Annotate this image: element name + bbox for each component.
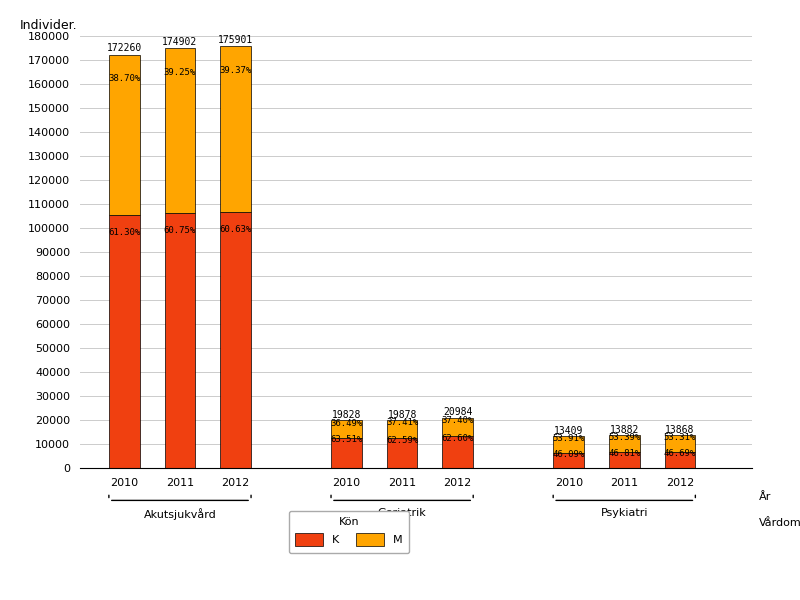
Bar [609, 434, 639, 452]
Text: Psykiatri: Psykiatri [601, 508, 648, 518]
Text: 63.51%: 63.51% [330, 436, 362, 445]
Text: 175901: 175901 [218, 35, 253, 44]
Bar [109, 55, 140, 215]
Text: 36.49%: 36.49% [330, 419, 362, 428]
Text: 62.59%: 62.59% [386, 436, 418, 445]
Text: 39.25%: 39.25% [164, 68, 196, 77]
Text: 37.40%: 37.40% [442, 416, 474, 425]
Bar [442, 418, 473, 436]
Text: 19878: 19878 [387, 410, 417, 420]
Bar [665, 452, 695, 468]
Text: Vårdområde: Vårdområde [758, 518, 800, 527]
Text: 61.30%: 61.30% [108, 228, 141, 237]
Text: 13868: 13868 [665, 425, 694, 434]
Bar [220, 46, 250, 212]
Text: 46.09%: 46.09% [553, 450, 585, 459]
Bar [165, 48, 195, 213]
Bar [554, 436, 584, 453]
Bar [665, 435, 695, 452]
Text: 174902: 174902 [162, 37, 198, 47]
Bar [331, 421, 362, 438]
Text: 53.39%: 53.39% [608, 433, 640, 442]
Text: 53.91%: 53.91% [553, 434, 585, 443]
Text: År: År [758, 492, 771, 502]
Bar [331, 438, 362, 468]
Text: 19828: 19828 [332, 410, 362, 420]
Bar [165, 213, 195, 468]
Text: 172260: 172260 [107, 43, 142, 53]
Text: Individer.: Individer. [19, 19, 77, 32]
Bar [554, 453, 584, 468]
Bar [609, 452, 639, 468]
Text: 46.81%: 46.81% [608, 449, 640, 458]
Text: 62.60%: 62.60% [442, 434, 474, 443]
Text: 39.37%: 39.37% [219, 66, 252, 75]
Text: 46.69%: 46.69% [664, 449, 696, 458]
Text: Geriatrik: Geriatrik [378, 508, 426, 518]
Text: 60.75%: 60.75% [164, 226, 196, 235]
Text: 38.70%: 38.70% [108, 74, 141, 83]
Text: 13409: 13409 [554, 426, 583, 436]
Bar [109, 215, 140, 468]
Text: 53.31%: 53.31% [664, 433, 696, 442]
Text: 37.41%: 37.41% [386, 418, 418, 427]
Text: 60.63%: 60.63% [219, 226, 252, 235]
Text: Akutsjukvård: Akutsjukvård [143, 508, 216, 520]
Text: 20984: 20984 [443, 407, 472, 418]
Bar [220, 212, 250, 468]
Bar [387, 420, 418, 438]
Bar [442, 436, 473, 468]
Text: 13882: 13882 [610, 425, 639, 434]
Legend: K, M: K, M [289, 511, 409, 553]
Bar [387, 438, 418, 468]
